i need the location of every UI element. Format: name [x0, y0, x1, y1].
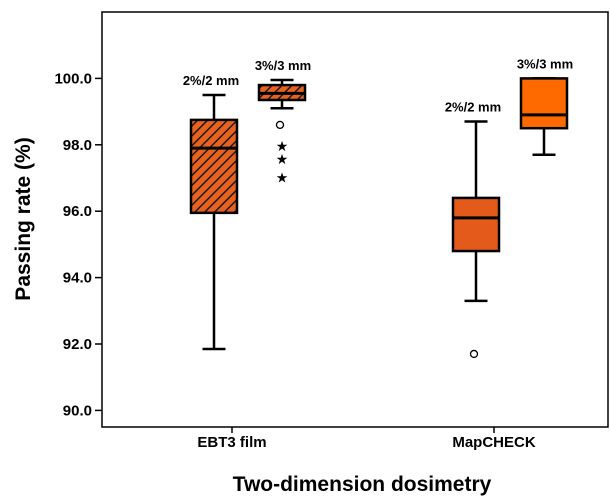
extreme-point: ★ [276, 151, 289, 167]
y-axis-title: Passing rate (%) [12, 137, 35, 300]
y-tick-label: 90.0 [63, 402, 92, 419]
y-tick-label: 92.0 [63, 336, 92, 353]
iqr-box [189, 118, 239, 215]
iqr-box [519, 77, 569, 130]
box-annotation: 3%/3 mm [255, 58, 311, 73]
iqr-box [451, 196, 501, 253]
y-tick-label: 94.0 [63, 270, 92, 287]
box-1-0: ★★★3%/3 mm [255, 58, 311, 185]
box-1-1: 3%/3 mm [517, 56, 573, 157]
extreme-point: ★ [276, 169, 289, 185]
x-axis-title: Two-dimension dosimetry [233, 473, 492, 496]
category-axis: EBT3 film MapCHECK [197, 427, 536, 451]
y-axis: 90.0 92.0 94.0 96.0 98.0 100.0 [54, 70, 102, 419]
y-tick-label: 98.0 [63, 137, 92, 154]
box-0-1: 2%/2 mm [445, 100, 501, 359]
y-tick-label: 100.0 [54, 70, 92, 87]
category-label: EBT3 film [197, 434, 266, 451]
plot-frame [101, 11, 609, 428]
y-tick-label: 96.0 [63, 203, 92, 220]
category-label: MapCHECK [452, 434, 536, 451]
box-series: 2%/2 mm2%/2 mm★★★3%/3 mm 3%/3 mm [183, 56, 573, 359]
outlier-point [469, 349, 479, 359]
extreme-point: ★ [276, 138, 289, 154]
box-annotation: 2%/2 mm [183, 73, 239, 88]
box-0-0: 2%/2 mm [183, 73, 239, 351]
outlier-point [275, 120, 285, 130]
box-annotation: 3%/3 mm [517, 56, 573, 71]
box-annotation: 2%/2 mm [445, 100, 501, 115]
